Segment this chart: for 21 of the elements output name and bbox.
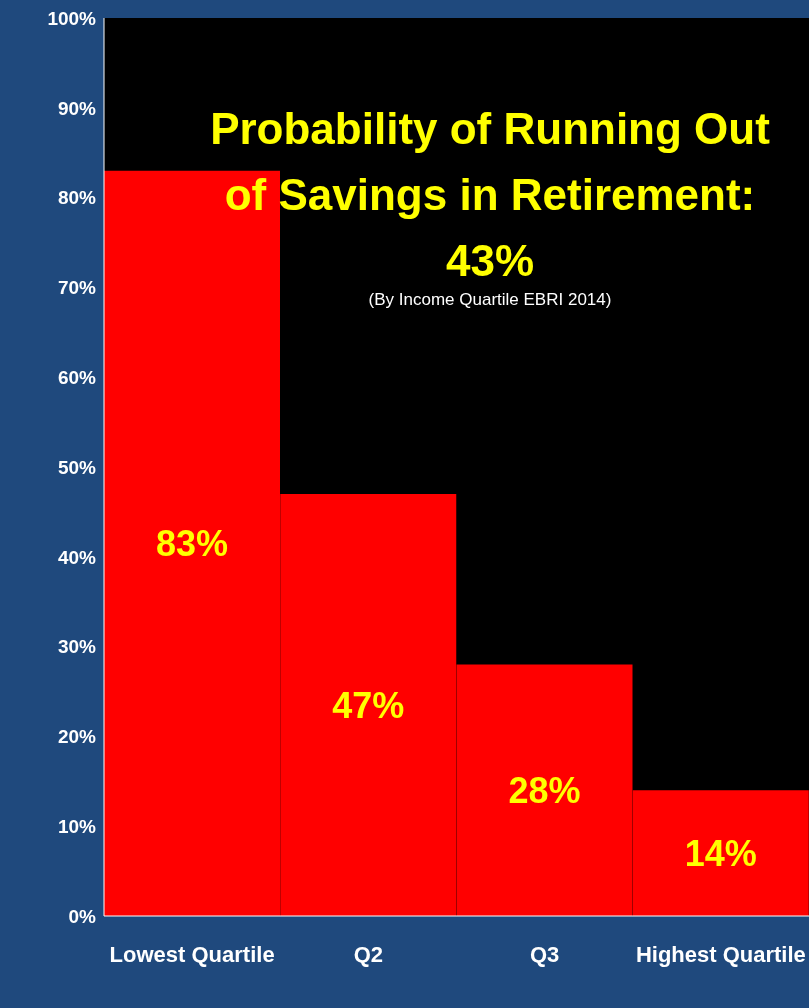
data-label: 28% <box>508 770 581 812</box>
y-tick-label: 90% <box>57 97 97 119</box>
x-tick-label: Q3 <box>529 941 560 967</box>
y-tick-label: 70% <box>57 277 97 299</box>
data-label: 47% <box>332 684 405 726</box>
y-tick-label: 30% <box>57 636 97 658</box>
y-tick-label: 10% <box>57 815 97 837</box>
y-tick-label: 100% <box>47 7 97 29</box>
text: Probability of Running Out of Savings in Retirement: 43% <box>210 104 770 285</box>
y-tick-label: 50% <box>57 456 97 478</box>
x-tick-label: Q2 <box>353 941 384 967</box>
x-tick-label: Lowest Quartile <box>109 941 275 967</box>
text: (By Income Quartile EBRI 2014) <box>367 290 613 310</box>
y-tick-label: 20% <box>57 726 97 748</box>
y-tick-label: 80% <box>57 187 97 209</box>
y-tick-label: 0% <box>68 905 97 927</box>
data-label: 14% <box>684 832 757 874</box>
y-tick-label: 60% <box>57 366 97 388</box>
y-tick-label: 40% <box>57 546 97 568</box>
x-tick-label: Highest Quartile <box>635 941 806 967</box>
data-label: 83% <box>155 523 229 565</box>
